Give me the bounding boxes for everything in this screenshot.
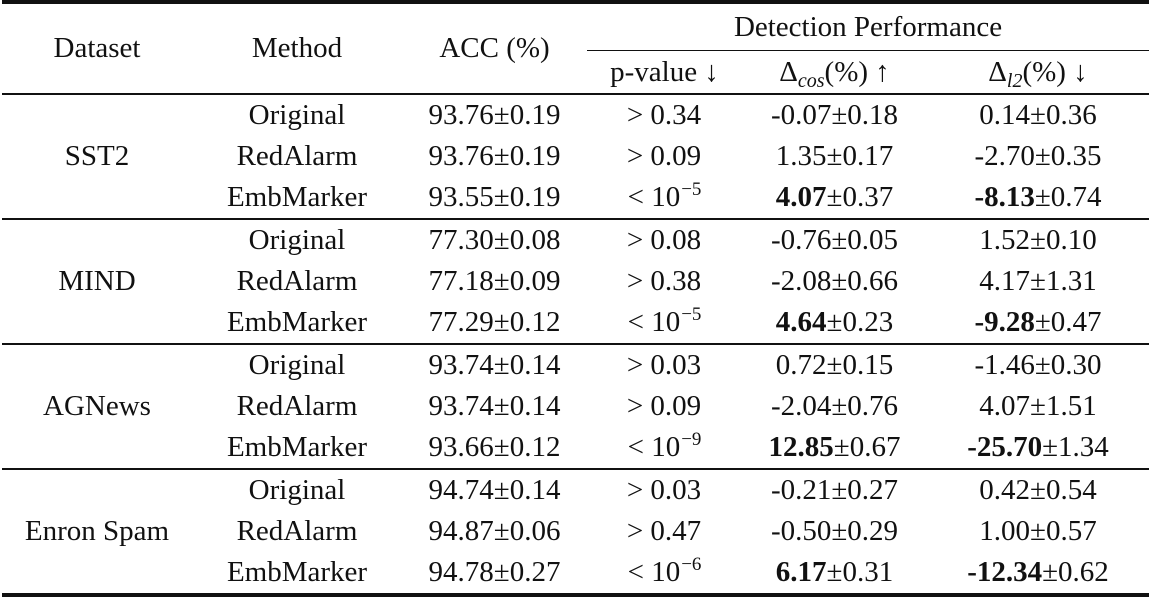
table-row: RedAlarm 77.18±0.09 > 0.38 -2.08±0.66 4.17±1… [2,261,1149,302]
delta-l2-cell: -8.13±0.74 [974,181,1102,213]
table-row: RedAlarm 93.76±0.19 > 0.09 1.35±0.17 -2.70±0… [2,136,1149,177]
p-value-cell: > 0.34 [626,99,702,131]
header-acc: ACC (%) [439,32,550,64]
table-row: RedAlarm 94.87±0.06 > 0.47 -0.50±0.29 1.00±0… [2,511,1149,552]
table-row: MIND Original 77.30±0.08 > 0.08 -0.76±0.05 1.… [2,219,1149,296]
acc-cell: 93.76±0.19 [428,140,561,172]
method-cell: EmbMarker [226,556,368,588]
table-row: EmbMarker 77.29±0.12 < 10−5 4.64±0.23 -9.28±… [2,302,1149,344]
delta-cos-cell: 12.85±0.67 [768,431,901,463]
acc-cell: 77.18±0.09 [428,265,561,297]
delta-cos-cell: -2.08±0.66 [770,265,899,297]
p-value-cell: > 0.08 [626,224,702,256]
p-value-cell: > 0.09 [626,140,702,172]
table-row: EmbMarker 93.66±0.12 < 10−9 12.85±0.67 -25.7… [2,427,1149,469]
method-cell: RedAlarm [236,265,358,297]
delta-l2-cell: 0.42±0.54 [979,474,1097,506]
p-value-cell: < 10−5 [627,179,702,213]
header-detection-performance: Detection Performance [587,2,1149,51]
header-dataset: Dataset [53,32,141,64]
method-cell: RedAlarm [236,515,358,547]
method-cell: EmbMarker [226,431,368,463]
method-cell: Original [248,349,346,381]
p-value-cell: < 10−5 [627,304,702,338]
table-row: EmbMarker 94.78±0.27 < 10−6 6.17±0.31 -12.34… [2,552,1149,595]
method-cell: RedAlarm [236,140,358,172]
delta-cos-cell: -0.50±0.29 [770,515,899,547]
table-row: Enron Spam Original 94.74±0.14 > 0.03 -0.21±… [2,469,1149,546]
method-cell: EmbMarker [226,306,368,338]
delta-l2-cell: -25.70±1.34 [967,431,1109,463]
p-value-cell: > 0.09 [626,390,702,422]
delta-cos-cell: 4.64±0.23 [775,306,894,338]
delta-l2-cell: 4.07±1.51 [979,390,1097,422]
delta-cos-cell: 4.07±0.37 [775,181,894,213]
delta-cos-cell: -0.07±0.18 [770,99,899,131]
delta-cos-cell: -0.21±0.27 [770,474,899,506]
table-row: SST2 Original 93.76±0.19 > 0.34 -0.07±0.18 0.… [2,94,1149,171]
acc-cell: 94.78±0.27 [428,556,561,588]
delta-l2-cell: 1.00±0.57 [979,515,1097,547]
delta-l2-cell: 0.14±0.36 [979,99,1097,131]
table-row: RedAlarm 93.74±0.14 > 0.09 -2.04±0.76 4.07±1… [2,386,1149,427]
acc-cell: 77.30±0.08 [428,224,561,256]
header-method: Method [251,32,343,64]
dataset-cell: SST2 [64,140,130,172]
acc-cell: 94.74±0.14 [428,474,561,506]
method-cell: RedAlarm [236,390,358,422]
p-value-cell: > 0.38 [626,265,702,297]
table-header: Dataset Method ACC (%) Detection Perform… [2,2,1149,94]
header-delta-l2: Δl2(%) ↓ [988,55,1088,92]
dataset-cell: Enron Spam [24,515,170,547]
delta-l2-cell: -1.46±0.30 [974,349,1102,381]
delta-l2-cell: 4.17±1.31 [979,265,1097,297]
table-row: AGNews Original 93.74±0.14 > 0.03 0.72±0.15 -… [2,344,1149,421]
dataset-cell: AGNews [43,390,151,422]
delta-cos-cell: 6.17±0.31 [775,556,894,588]
delta-l2-cell: -12.34±0.62 [967,556,1109,588]
dataset-cell: MIND [58,265,136,297]
acc-cell: 93.76±0.19 [428,99,561,131]
header-delta-cos: Δcos(%) ↑ [779,55,890,92]
table-row: EmbMarker 93.55±0.19 < 10−5 4.07±0.37 -8.13±… [2,177,1149,219]
delta-l2-cell: -9.28±0.47 [974,306,1102,338]
method-cell: EmbMarker [226,181,368,213]
p-value-cell: > 0.03 [626,349,702,381]
delta-cos-cell: 0.72±0.15 [775,349,894,381]
p-value-cell: > 0.03 [626,474,702,506]
delta-cos-cell: -0.76±0.05 [770,224,899,256]
delta-l2-cell: 1.52±0.10 [979,224,1097,256]
acc-cell: 93.74±0.14 [428,390,561,422]
delta-cos-cell: -2.04±0.76 [770,390,899,422]
method-cell: Original [248,224,346,256]
delta-cos-cell: 1.35±0.17 [775,140,894,172]
p-value-cell: < 10−6 [627,554,702,588]
acc-cell: 77.29±0.12 [428,306,561,338]
p-value-cell: < 10−9 [627,429,702,463]
p-value-cell: > 0.47 [626,515,702,547]
table-body: SST2 Original 93.76±0.19 > 0.34 -0.07±0.18 0.… [2,94,1149,595]
header-p-value: p-value ↓ [610,55,719,88]
acc-cell: 93.74±0.14 [428,349,561,381]
acc-cell: 94.87±0.06 [428,515,561,547]
delta-l2-cell: -2.70±0.35 [974,140,1102,172]
acc-cell: 93.66±0.12 [428,431,561,463]
method-cell: Original [248,474,346,506]
method-cell: Original [248,99,346,131]
acc-cell: 93.55±0.19 [428,181,561,213]
